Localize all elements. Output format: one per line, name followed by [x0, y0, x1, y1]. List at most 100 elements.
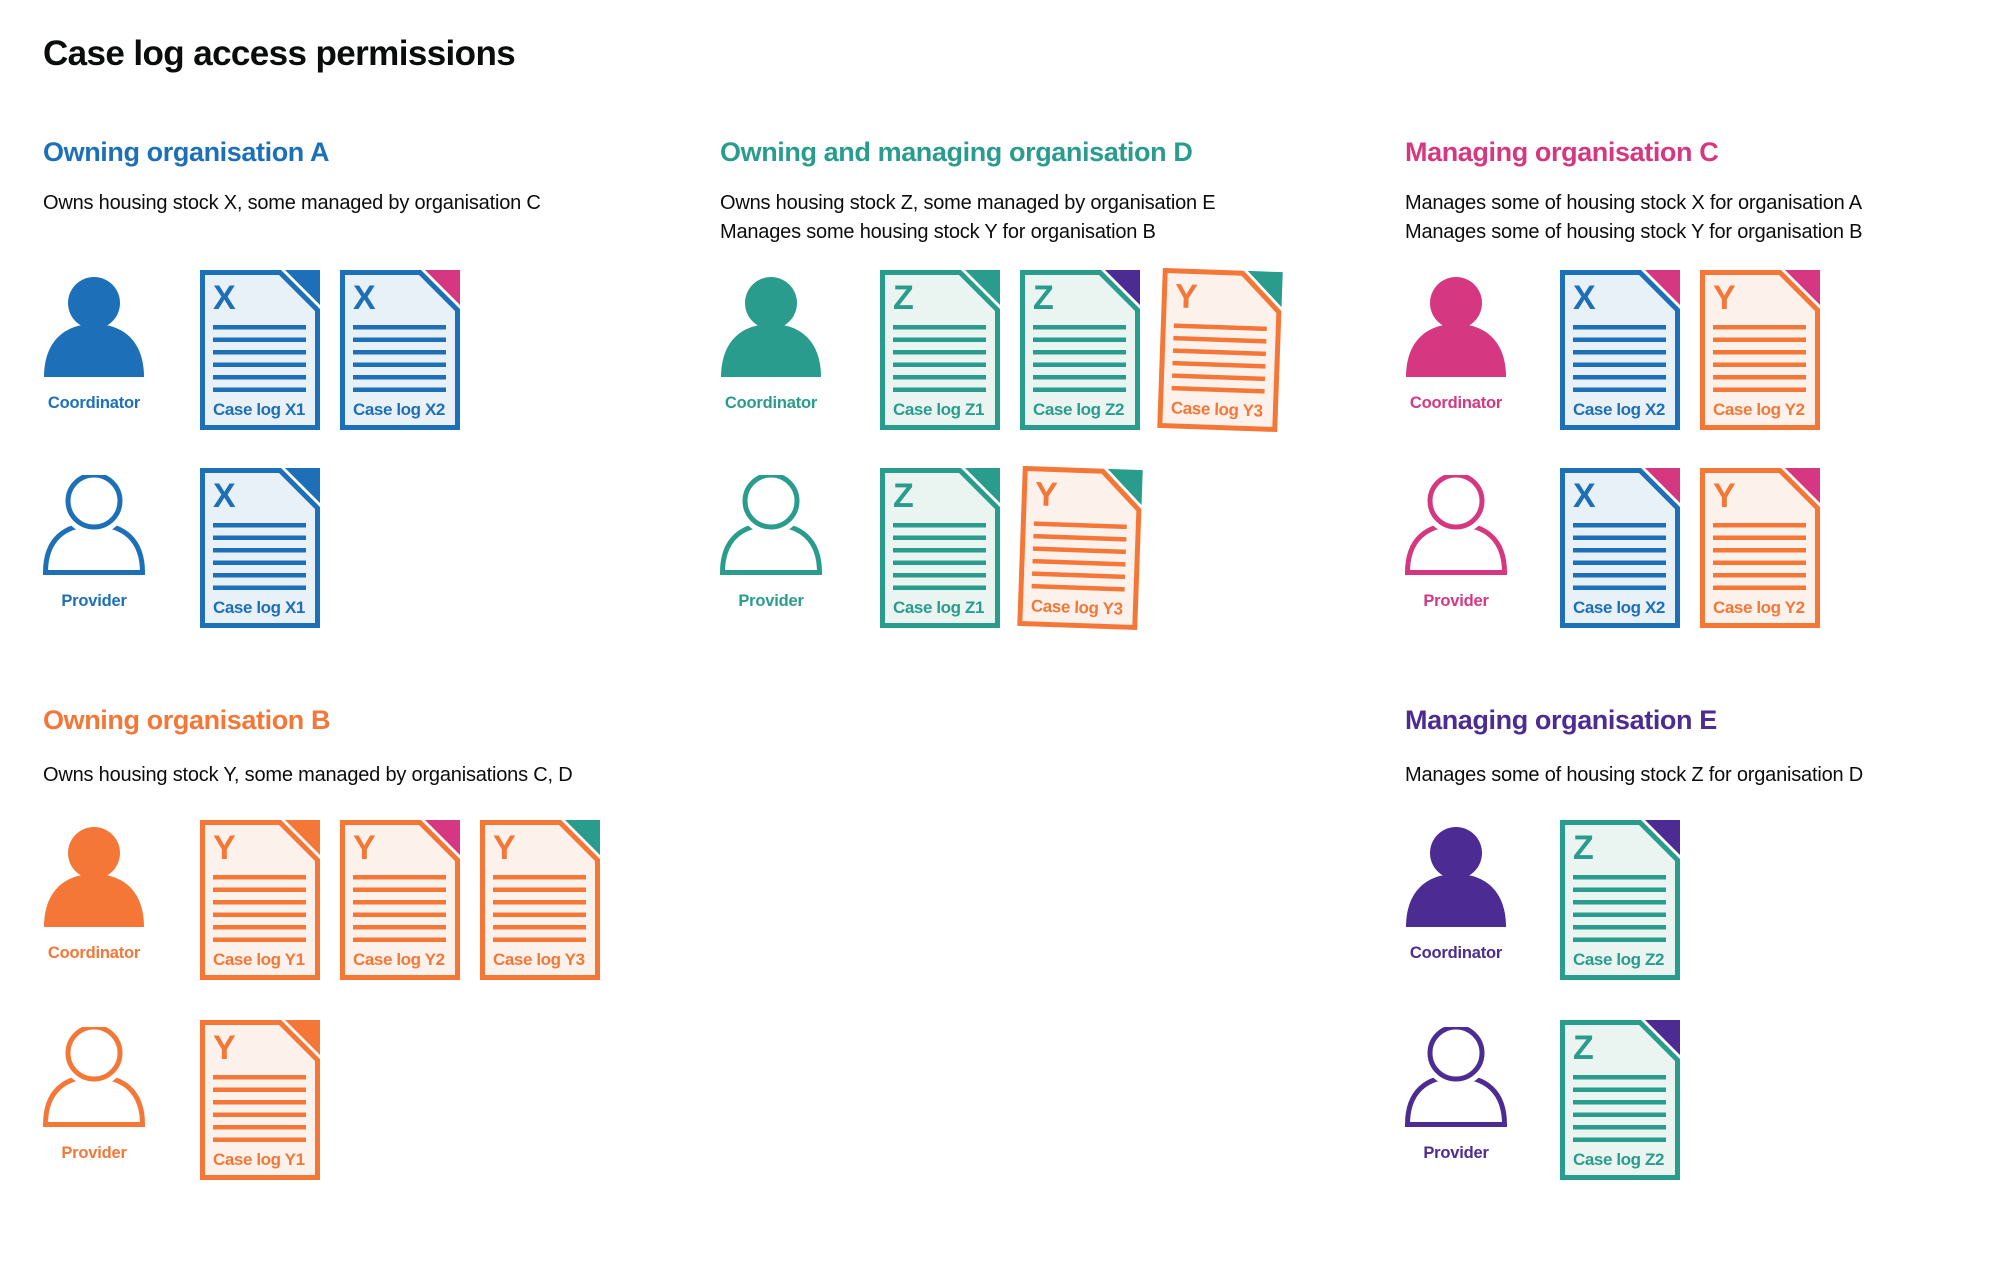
provider-icon — [720, 475, 822, 575]
document-text-line — [353, 925, 446, 930]
section-description-line: Owns housing stock Z, some managed by or… — [720, 192, 1216, 214]
stock-letter: X — [213, 279, 236, 317]
document-text-line — [1573, 337, 1666, 342]
document-page — [880, 270, 1000, 430]
stock-letter: X — [1573, 279, 1596, 317]
document-text-line — [1171, 385, 1265, 394]
document-text-line — [1573, 375, 1666, 380]
case-log-caption: Case log X2 — [353, 400, 445, 419]
document-text-line — [353, 887, 446, 892]
folded-corner — [1785, 468, 1820, 503]
document-text-line — [213, 573, 306, 578]
document-text-line — [1713, 548, 1806, 553]
folded-corner — [425, 270, 460, 305]
document-text-line — [893, 362, 986, 367]
document-text-line — [1033, 325, 1126, 330]
provider-icon — [43, 475, 145, 575]
document-text-line — [213, 925, 306, 930]
document-page — [1017, 465, 1142, 631]
case-log-document-icon: Z Case log Z2 — [1020, 270, 1140, 430]
section-heading: Owning and managing organisation D — [720, 137, 1193, 167]
role-label: Coordinator — [1409, 394, 1503, 412]
case-log-caption: Case log Y3 — [1031, 596, 1123, 618]
coordinator-icon — [1405, 277, 1507, 377]
document-text-line — [1031, 583, 1125, 592]
case-log-caption: Case log X1 — [213, 598, 305, 617]
document-text-line — [1713, 325, 1806, 330]
section-description-line: Owns housing stock X, some managed by or… — [43, 192, 541, 214]
document-text-line — [1172, 360, 1266, 369]
document-page — [1560, 468, 1680, 628]
document-page — [1560, 270, 1680, 430]
document-text-line — [213, 912, 306, 917]
case-log-document-icon: Y Case log Y1 — [200, 1020, 320, 1180]
document-page — [340, 270, 460, 430]
folded-corner — [565, 820, 600, 855]
folded-corner — [425, 820, 460, 855]
section-managing-organisation-c: Managing organisation C Manages some of … — [1405, 0, 2000, 1280]
folded-corner — [1247, 270, 1283, 308]
folded-corner — [1107, 468, 1143, 506]
document-text-line — [353, 325, 446, 330]
document-text-line — [1713, 585, 1806, 590]
document-text-line — [1573, 887, 1666, 892]
case-log-caption: Case log Y2 — [353, 950, 445, 969]
document-text-line — [353, 387, 446, 392]
document-text-line — [213, 1087, 306, 1092]
document-text-line — [1573, 1075, 1666, 1080]
document-text-line — [1713, 560, 1806, 565]
document-text-line — [1033, 521, 1127, 530]
coordinator-icon — [720, 277, 822, 377]
folded-corner — [1785, 270, 1820, 305]
document-text-line — [213, 1100, 306, 1105]
document-text-line — [213, 1112, 306, 1117]
document-text-line — [1033, 362, 1126, 367]
document-text-line — [893, 325, 986, 330]
section-description-line: Manages some of housing stock Y for orga… — [1405, 221, 1863, 243]
document-text-line — [1573, 1125, 1666, 1130]
role-label: Coordinator — [1409, 944, 1503, 962]
document-text-line — [1573, 560, 1666, 565]
document-text-line — [213, 1137, 306, 1142]
stock-letter: Y — [1174, 277, 1198, 316]
document-text-line — [493, 937, 586, 942]
document-text-line — [213, 937, 306, 942]
document-text-line — [893, 375, 986, 380]
document-text-line — [1573, 1087, 1666, 1092]
document-text-line — [1713, 523, 1806, 528]
case-log-caption: Case log Z2 — [1033, 400, 1124, 419]
document-text-line — [893, 350, 986, 355]
stock-letter: Z — [1573, 829, 1594, 867]
folded-corner — [285, 1020, 320, 1055]
document-text-line — [1573, 937, 1666, 942]
page-title: Case log access permissions — [43, 34, 516, 73]
document-page — [1560, 820, 1680, 980]
role-label: Provider — [61, 1144, 127, 1162]
document-text-line — [213, 900, 306, 905]
document-page — [200, 270, 320, 430]
document-text-line — [213, 337, 306, 342]
stock-letter: X — [213, 477, 236, 515]
case-log-caption: Case log Y1 — [213, 950, 305, 969]
document-text-line — [1573, 350, 1666, 355]
case-log-document-icon: Y Case log Y3 — [1017, 465, 1143, 631]
document-page — [340, 820, 460, 980]
role-label: Provider — [1423, 1144, 1489, 1162]
case-log-document-icon: Z Case log Z1 — [880, 468, 1000, 628]
document-page — [1700, 270, 1820, 430]
section-description-line: Manages some of housing stock Z for orga… — [1405, 764, 1864, 786]
document-text-line — [353, 937, 446, 942]
document-text-line — [493, 875, 586, 880]
stock-letter: Y — [493, 829, 516, 867]
document-text-line — [893, 387, 986, 392]
document-page — [200, 468, 320, 628]
document-text-line — [213, 887, 306, 892]
stock-letter: Y — [1713, 279, 1736, 317]
section-owning-and-managing-organisation-d: Owning and managing organisation D Owns … — [720, 0, 1380, 1280]
document-text-line — [1032, 546, 1126, 555]
section-owning-organisation-b: Owning organisation B Owns housing stock… — [43, 0, 703, 1280]
document-text-line — [213, 548, 306, 553]
section-heading: Owning organisation B — [43, 705, 331, 735]
role-label: Provider — [738, 592, 804, 610]
